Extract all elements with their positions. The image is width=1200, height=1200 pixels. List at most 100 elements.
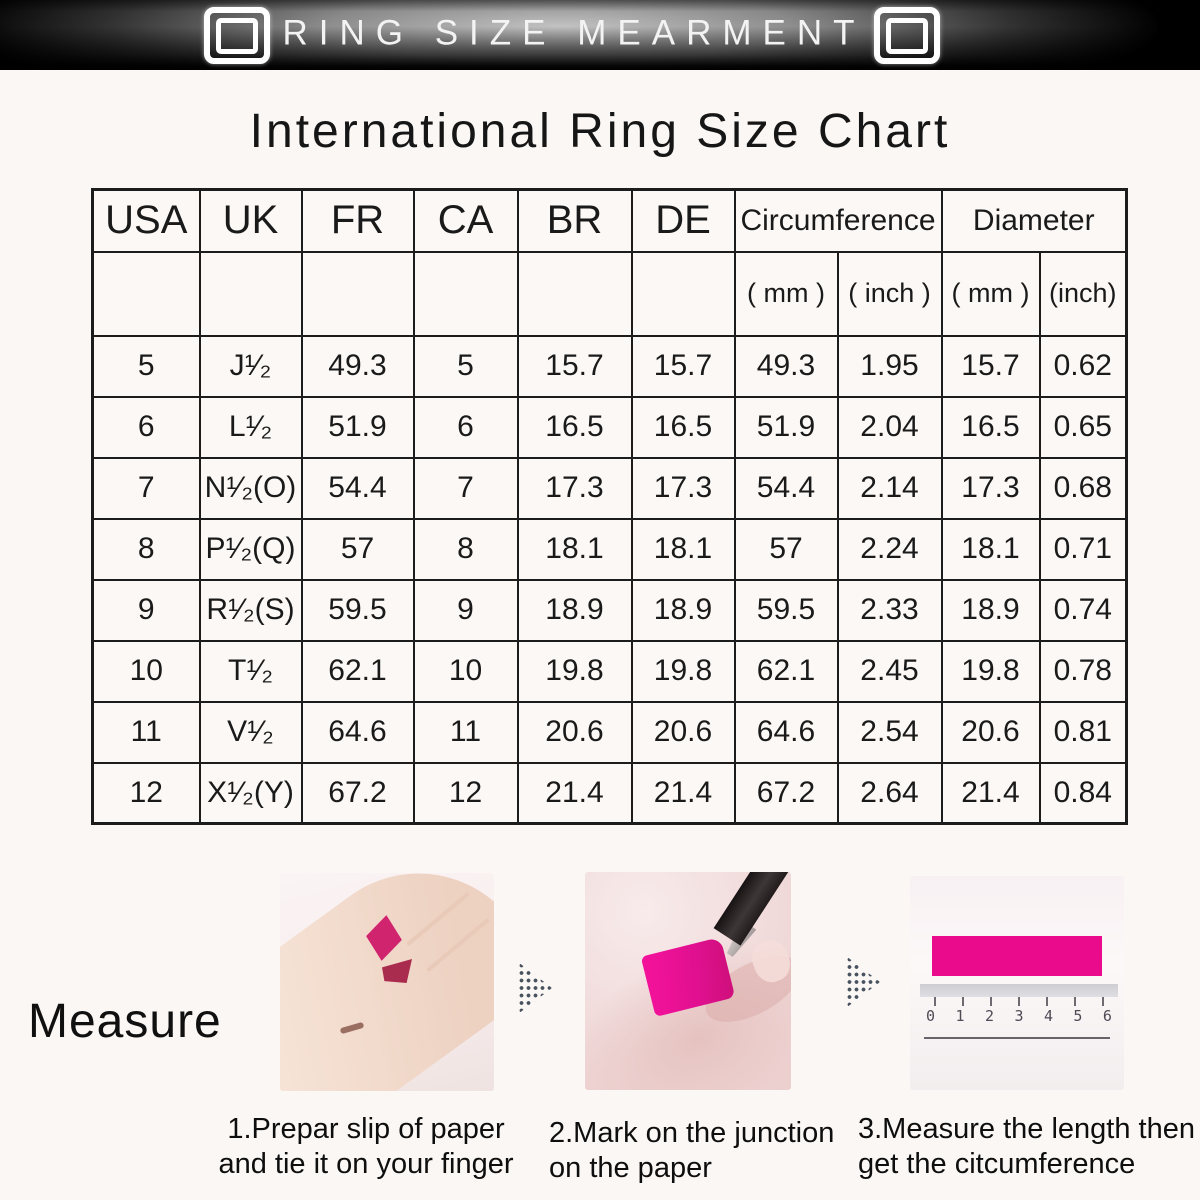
ruler-numbers: 0 1 2 3 4 5 6 (926, 1007, 1112, 1025)
table-cell: 64.6 (733, 700, 839, 764)
unit-cell: ( inch ) (836, 250, 943, 337)
table-row: 7 N¹⁄₂(O) 54.4 7 17.3 17.3 54.4 2.14 17.3 0.68 (91, 456, 1128, 520)
ruler-number: 2 (984, 1007, 994, 1025)
table-cell: X¹⁄₂(Y) (198, 761, 303, 825)
ring-size-table: USA UK FR CA BR DE Circumference Diamete… (91, 188, 1129, 825)
table-cell: 21.4 (516, 761, 633, 825)
step1-photo-hand-with-paper (280, 873, 494, 1091)
table-cell: 2.54 (836, 700, 943, 764)
table-cell: 6 (412, 395, 519, 459)
table-cell: 0.84 (1038, 761, 1128, 825)
ring-outline-icon (874, 7, 940, 64)
step2-photo-marking (585, 872, 791, 1090)
table-cell: 2.04 (836, 395, 943, 459)
ring-outline-icon (204, 7, 270, 64)
table-cell: 15.7 (516, 334, 633, 398)
table-cell: 20.6 (630, 700, 736, 764)
ruler-number: 0 (926, 1007, 936, 1025)
caption-line: get the citcumference (858, 1148, 1136, 1181)
table-cell: 62.1 (300, 639, 415, 703)
table-cell: 67.2 (733, 761, 839, 825)
table-cell: 18.1 (630, 517, 736, 581)
table-cell: 2.24 (836, 517, 943, 581)
table-cell: 5 (412, 334, 519, 398)
table-row: 6 L¹⁄₂ 51.9 6 16.5 16.5 51.9 2.04 16.5 0.65 (91, 395, 1128, 459)
caption-line: on the paper (549, 1152, 712, 1185)
table-cell: 8 (412, 517, 519, 581)
table-cell: 51.9 (733, 395, 839, 459)
table-cell: 19.8 (940, 639, 1041, 703)
step3-photo-ruler: 0 1 2 3 4 5 6 (910, 876, 1124, 1090)
caption-line: 1.Prepar slip of paper (227, 1113, 505, 1145)
ring-inner-outline (886, 17, 928, 54)
table-cell: 11 (412, 700, 519, 764)
ring-inner-outline (216, 17, 258, 54)
table-cell: 16.5 (516, 395, 633, 459)
table-cell: 2.33 (836, 578, 943, 642)
table-cell: 9 (412, 578, 519, 642)
ruler-icon (920, 984, 1118, 997)
table-cell: L¹⁄₂ (198, 395, 303, 459)
column-header: Diameter (940, 188, 1128, 253)
table-row: 9 R¹⁄₂(S) 59.5 9 18.9 18.9 59.5 2.33 18.9 0.74 (91, 578, 1128, 642)
table-cell: 11 (91, 700, 201, 764)
table-cell: 0.65 (1038, 395, 1128, 459)
table-cell: 16.5 (940, 395, 1041, 459)
unit-cell: (inch) (1038, 250, 1128, 337)
table-cell: 18.9 (630, 578, 736, 642)
table-cell (91, 250, 201, 337)
table-cell: 15.7 (940, 334, 1041, 398)
table-cell: 49.3 (300, 334, 415, 398)
table-cell: 21.4 (630, 761, 736, 825)
table-cell: 67.2 (300, 761, 415, 825)
table-row: 5 J¹⁄₂ 49.3 5 15.7 15.7 49.3 1.95 15.7 0.62 (91, 334, 1128, 398)
caption-line: 2.Mark on the junction (549, 1117, 835, 1149)
table-cell: 59.5 (733, 578, 839, 642)
table-cell: 19.8 (630, 639, 736, 703)
table-cell: 54.4 (733, 456, 839, 520)
ruler-ticks (934, 997, 1104, 1006)
table-cell: 49.3 (733, 334, 839, 398)
unit-cell: ( mm ) (940, 250, 1041, 337)
table-cell: 10 (412, 639, 519, 703)
column-header: UK (198, 188, 303, 253)
table-cell: 9 (91, 578, 201, 642)
table-cell: 0.62 (1038, 334, 1128, 398)
table-cell: 17.3 (516, 456, 633, 520)
table-cell: 20.6 (516, 700, 633, 764)
table-cell (198, 250, 303, 337)
column-header: USA (91, 188, 201, 253)
caption-line: 3.Measure the length then (858, 1113, 1195, 1145)
table-cell: 19.8 (516, 639, 633, 703)
column-header: CA (412, 188, 519, 253)
banner-title: RING SIZE MEARMENT (282, 13, 866, 53)
arrow-right-icon (846, 956, 880, 1008)
banner: RING SIZE MEARMENT (0, 0, 1200, 70)
column-header: DE (630, 188, 736, 253)
ruler-baseline (924, 1037, 1110, 1039)
table-cell: 0.68 (1038, 456, 1128, 520)
table-cell: 10 (91, 639, 201, 703)
table-cell: 15.7 (630, 334, 736, 398)
table-cell: 17.3 (940, 456, 1041, 520)
table-cell: 16.5 (630, 395, 736, 459)
table-units-row: ( mm ) ( inch ) ( mm ) (inch) (91, 250, 1128, 337)
table-cell: 64.6 (300, 700, 415, 764)
ruler-number: 1 (955, 1007, 965, 1025)
table-cell: 18.9 (516, 578, 633, 642)
table-cell: 18.9 (940, 578, 1041, 642)
column-header: Circumference (733, 188, 943, 253)
hand-illustration (280, 873, 494, 1091)
table-cell: 51.9 (300, 395, 415, 459)
table-cell: 0.81 (1038, 700, 1128, 764)
table-cell: R¹⁄₂(S) (198, 578, 303, 642)
table-cell: 57 (300, 517, 415, 581)
table-cell: 12 (412, 761, 519, 825)
table-header-row: USA UK FR CA BR DE Circumference Diamete… (91, 188, 1128, 253)
table-cell: P¹⁄₂(Q) (198, 517, 303, 581)
step3-caption: 3.Measure the length then get the citcum… (858, 1112, 1200, 1183)
ruler-number: 4 (1043, 1007, 1053, 1025)
column-header: BR (516, 188, 633, 253)
table-cell: 7 (91, 456, 201, 520)
